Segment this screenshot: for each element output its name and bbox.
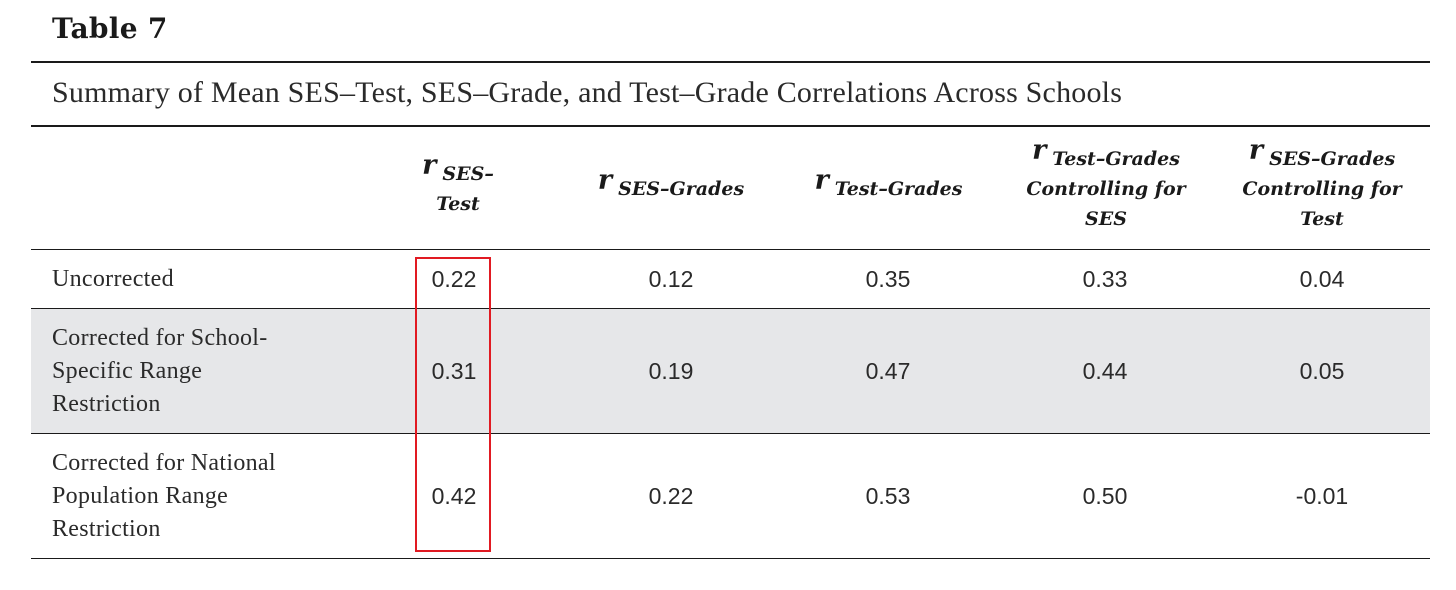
column-header-line: Controlling for bbox=[1242, 178, 1402, 200]
top-rule bbox=[31, 61, 1430, 63]
cell-test-grades-controlling-ses: 0.33 bbox=[1082, 265, 1128, 292]
table-row: Uncorrected 0.22 0.12 0.35 0.33 0.04 bbox=[31, 250, 1430, 308]
row-label: Corrected for School- Specific Range Res… bbox=[52, 324, 268, 417]
column-header-ses-grades-controlling-test: r SES–Grades Controlling for Test bbox=[1237, 127, 1407, 249]
cell-test-grades: 0.35 bbox=[865, 265, 911, 292]
column-header-line: Test–Grades bbox=[834, 178, 963, 200]
cell-test-grades-controlling-ses: 0.44 bbox=[1082, 357, 1128, 384]
cell-test-grades-controlling-ses: 0.50 bbox=[1082, 482, 1128, 509]
r-symbol: r bbox=[814, 165, 829, 196]
r-symbol: r bbox=[422, 150, 437, 181]
cell-ses-test: 0.31 bbox=[431, 357, 477, 384]
r-symbol: r bbox=[597, 165, 613, 196]
cell-ses-test: 0.42 bbox=[431, 482, 477, 509]
row-rule bbox=[31, 433, 1430, 434]
column-header-line: SES bbox=[1085, 208, 1127, 230]
column-header-line: Controlling for bbox=[1026, 178, 1186, 200]
column-header-test-grades-controlling-ses: r Test–Grades Controlling for SES bbox=[1021, 127, 1191, 249]
cell-ses-grades: 0.12 bbox=[648, 265, 694, 292]
bottom-rule bbox=[31, 558, 1430, 559]
column-header-ses-test: r SES–Test bbox=[403, 127, 513, 249]
row-label: Uncorrected bbox=[52, 265, 174, 292]
cell-ses-grades-controlling-test: 0.04 bbox=[1299, 265, 1345, 292]
cell-ses-test: 0.22 bbox=[431, 265, 477, 292]
column-header-ses-grades: r SES–Grades bbox=[591, 127, 751, 249]
cell-ses-grades-controlling-test: -0.01 bbox=[1295, 482, 1349, 509]
r-symbol: r bbox=[1032, 135, 1047, 166]
column-header-line: SES–Grades bbox=[618, 178, 745, 200]
header-row: r SES–Test r SES–Grades r Test–Grades r Test… bbox=[31, 127, 1430, 249]
cell-ses-grades-controlling-test: 0.05 bbox=[1299, 357, 1345, 384]
column-header-line: Test–Grades bbox=[1052, 148, 1180, 170]
table-row: Corrected for School- Specific Range Res… bbox=[31, 309, 1430, 433]
column-header-test-grades: r Test–Grades bbox=[806, 127, 971, 249]
table-row: Corrected for National Population Range … bbox=[31, 434, 1430, 558]
table-label: Table 7 bbox=[52, 12, 168, 45]
cell-ses-grades: 0.19 bbox=[648, 357, 694, 384]
column-header-line: Test bbox=[1300, 208, 1344, 230]
caption-rule bbox=[31, 125, 1430, 127]
column-header-line: SES–Grades bbox=[1269, 148, 1396, 170]
row-rule bbox=[31, 308, 1430, 309]
table-caption: Summary of Mean SES–Test, SES–Grade, and… bbox=[52, 76, 1123, 109]
column-header-line: SES–Test bbox=[436, 163, 494, 215]
cell-ses-grades: 0.22 bbox=[648, 482, 694, 509]
header-rule bbox=[31, 249, 1430, 250]
r-symbol: r bbox=[1248, 135, 1264, 166]
cell-test-grades: 0.47 bbox=[865, 357, 911, 384]
cell-test-grades: 0.53 bbox=[865, 482, 911, 509]
row-label: Corrected for National Population Range … bbox=[52, 449, 276, 542]
